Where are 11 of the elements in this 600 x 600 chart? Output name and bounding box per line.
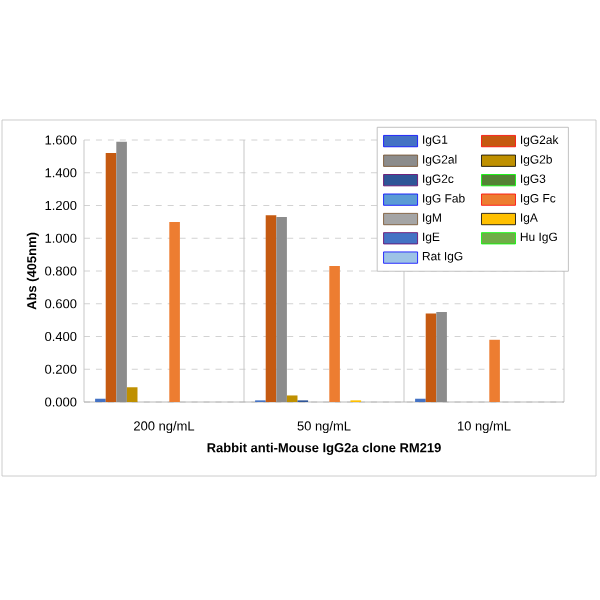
bar [169, 221, 180, 402]
bar [126, 387, 138, 402]
bar [276, 216, 287, 402]
bar [265, 215, 277, 402]
bar [425, 313, 437, 402]
bar [436, 311, 447, 402]
bar [329, 266, 340, 402]
bar [105, 153, 117, 402]
bar [286, 395, 298, 402]
bar [489, 339, 500, 402]
bar [116, 141, 127, 402]
